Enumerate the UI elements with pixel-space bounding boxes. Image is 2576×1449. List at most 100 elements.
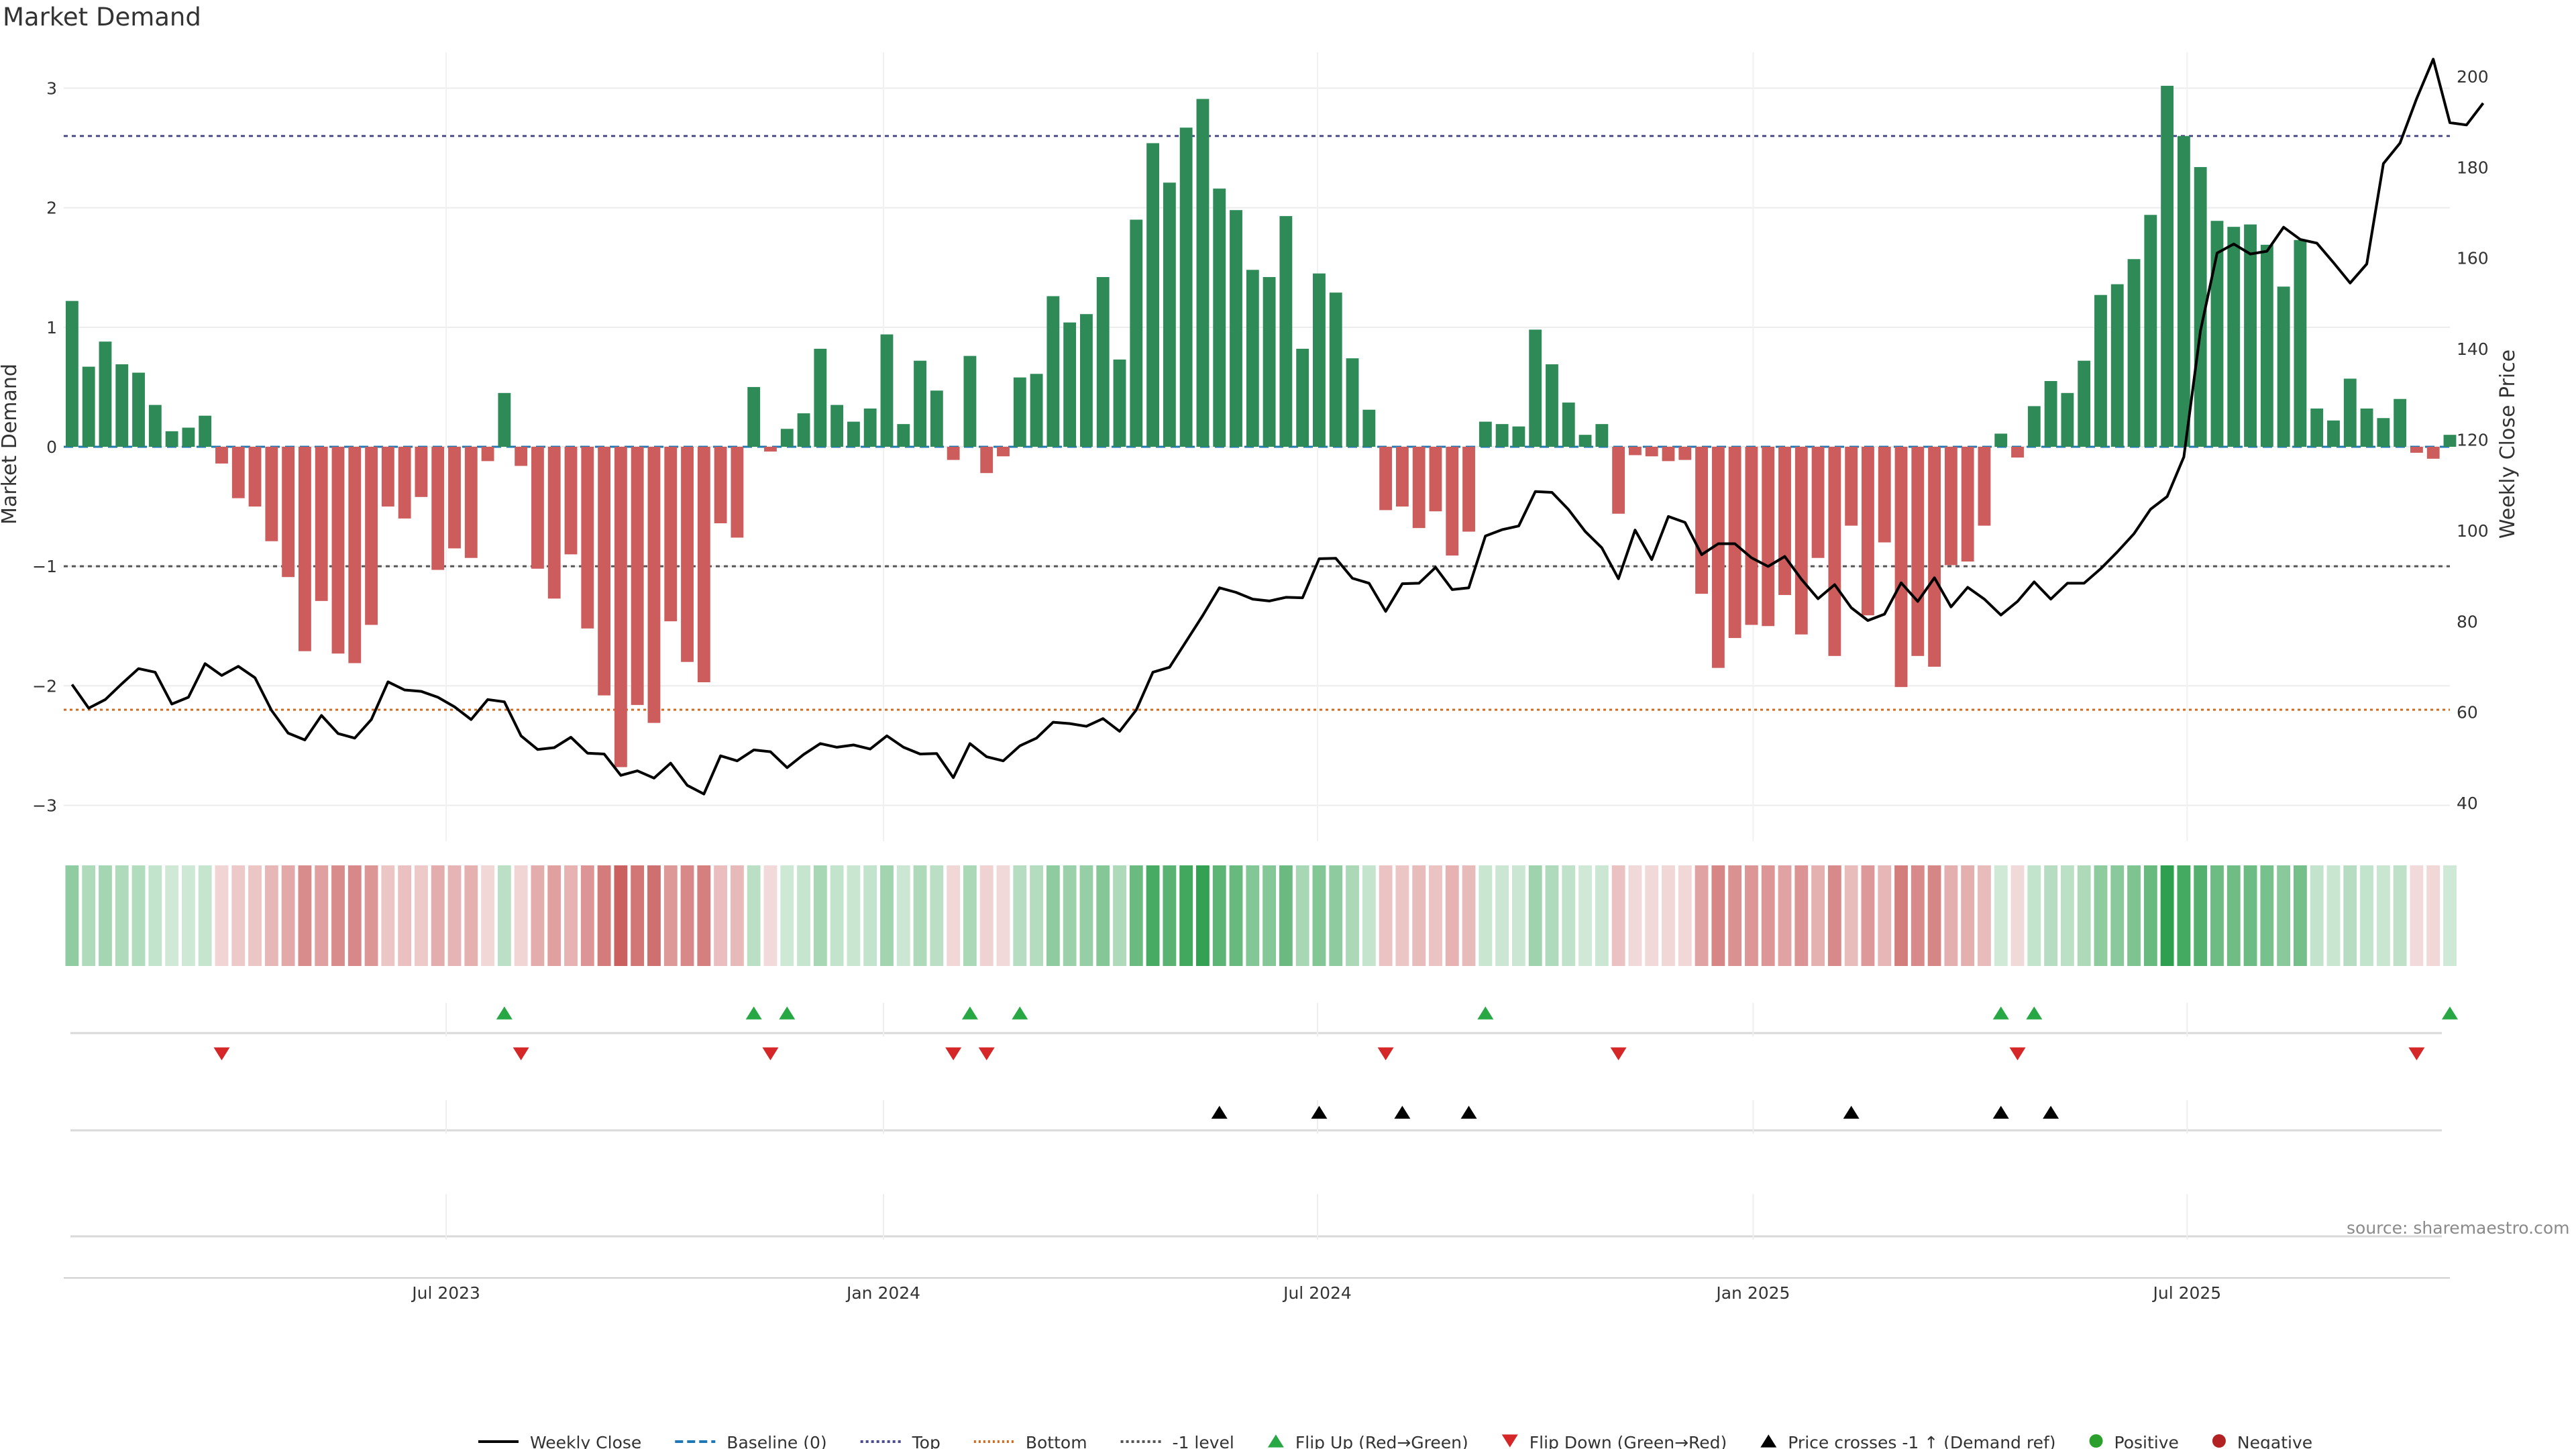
y2-tick-label: 80 xyxy=(2457,612,2478,631)
demand-bar xyxy=(547,447,561,599)
flip-down-marker xyxy=(945,1047,962,1061)
heat-cell xyxy=(99,865,112,966)
demand-bar xyxy=(2144,215,2157,447)
demand-bar xyxy=(2110,284,2124,447)
demand-bar xyxy=(2360,408,2373,447)
legend-item: Flip Down (Green→Red) xyxy=(1501,1433,1727,1449)
heat-cell xyxy=(1778,865,1792,966)
demand-bar xyxy=(331,447,345,654)
heat-cell xyxy=(1146,865,1160,966)
heat-cell xyxy=(2094,865,2108,966)
demand-bar xyxy=(1529,329,1542,447)
demand-bar xyxy=(415,447,428,497)
weekly-close-line xyxy=(70,58,2485,796)
demand-bar xyxy=(914,360,926,447)
demand-bar xyxy=(2127,259,2141,447)
y-tick-label: 3 xyxy=(46,78,57,98)
demand-bar xyxy=(1080,314,1093,447)
flip-down-marker xyxy=(762,1047,779,1061)
heat-cell xyxy=(547,865,561,966)
demand-bar xyxy=(231,447,245,498)
heat-cell xyxy=(1595,865,1609,966)
legend-item: Baseline (0) xyxy=(675,1433,827,1449)
y2-tick-label: 100 xyxy=(2457,521,2489,541)
demand-bar xyxy=(1412,447,1426,529)
heat-cell xyxy=(2027,865,2041,966)
demand-bar xyxy=(2194,167,2207,447)
y2-tick-label: 200 xyxy=(2457,67,2489,87)
flip-down-marker xyxy=(978,1047,995,1061)
demand-bar xyxy=(431,447,445,570)
x-tick-label: Jul 2025 xyxy=(2151,1283,2221,1303)
heat-cell xyxy=(2177,865,2191,966)
demand-bar xyxy=(830,405,844,447)
demand-bar xyxy=(515,447,528,466)
demand-bar xyxy=(1030,374,1043,447)
heat-cell xyxy=(2376,865,2390,966)
heat-cell xyxy=(1495,865,1509,966)
heat-cell xyxy=(1511,865,1525,966)
heat-cell xyxy=(514,865,528,966)
demand-bar xyxy=(215,447,228,464)
heat-cell xyxy=(1994,865,2008,966)
demand-bar xyxy=(282,447,295,578)
heat-cell xyxy=(331,865,345,966)
demand-bar xyxy=(1213,189,1226,447)
x-axis-ticks: Jul 2023 Jan 2024 Jul 2024 Jan 2025 Jul 2025 xyxy=(411,1283,2221,1303)
flip-down-marker xyxy=(2408,1047,2425,1061)
heat-cell xyxy=(1844,865,1858,966)
heat-cell xyxy=(447,865,462,966)
heat-cell xyxy=(1113,865,1126,966)
heat-cell xyxy=(1811,865,1825,966)
heat-cell xyxy=(1129,865,1143,966)
demand-bar xyxy=(747,386,761,447)
demand-bar xyxy=(132,372,145,447)
demand-bar xyxy=(531,447,544,569)
demand-bar xyxy=(880,334,894,447)
demand-bar xyxy=(1063,322,1077,447)
heat-cell xyxy=(1329,865,1343,966)
demand-bar xyxy=(2061,392,2074,447)
demand-bar xyxy=(248,447,262,507)
heat-cell xyxy=(1013,865,1027,966)
demand-bar xyxy=(1512,426,1525,447)
y-axis-label: Market Demand xyxy=(0,364,21,525)
flip-down-marker xyxy=(513,1047,529,1061)
flip-up-marker xyxy=(1477,1006,1494,1020)
chart-title: Market Demand xyxy=(3,3,201,32)
demand-bar xyxy=(2294,239,2307,447)
source-note: source: sharemaestro.com xyxy=(2347,1218,2570,1238)
demand-bar xyxy=(1928,447,1941,667)
demand-bar xyxy=(963,356,977,447)
heat-cell xyxy=(747,865,761,966)
y2-tick-label: 60 xyxy=(2457,703,2478,722)
demand-bar xyxy=(1695,447,1708,594)
heat-cell xyxy=(1362,865,1376,966)
demand-bar xyxy=(1612,447,1625,514)
heat-cell xyxy=(1961,865,1975,966)
marker-rows xyxy=(70,1003,2458,1240)
demand-bar xyxy=(2343,378,2357,447)
heat-cell xyxy=(647,865,661,966)
heat-cell xyxy=(1611,865,1625,966)
heat-cell xyxy=(996,865,1010,966)
demand-bar xyxy=(1662,447,1675,462)
y2-axis-ticks: 40 60 80 100 120 140 160 180 200 xyxy=(2457,67,2489,813)
demand-bar xyxy=(797,413,810,447)
demand-bar xyxy=(1479,421,1492,447)
heat-cell xyxy=(1395,865,1409,966)
heat-cell xyxy=(1978,865,1991,966)
demand-bar xyxy=(780,429,794,447)
heat-cell xyxy=(398,865,412,966)
demand-bar xyxy=(1745,447,1758,625)
demand-bar xyxy=(581,447,594,629)
demand-bar xyxy=(2078,360,2091,447)
heat-cell xyxy=(1562,865,1576,966)
heat-cell xyxy=(680,865,694,966)
flip-down-marker xyxy=(2009,1047,2026,1061)
heat-cell xyxy=(1379,865,1393,966)
demand-bar xyxy=(2443,435,2457,447)
heat-cell xyxy=(797,865,810,966)
price-cross-marker xyxy=(1311,1106,1328,1119)
heat-cell xyxy=(381,865,395,966)
